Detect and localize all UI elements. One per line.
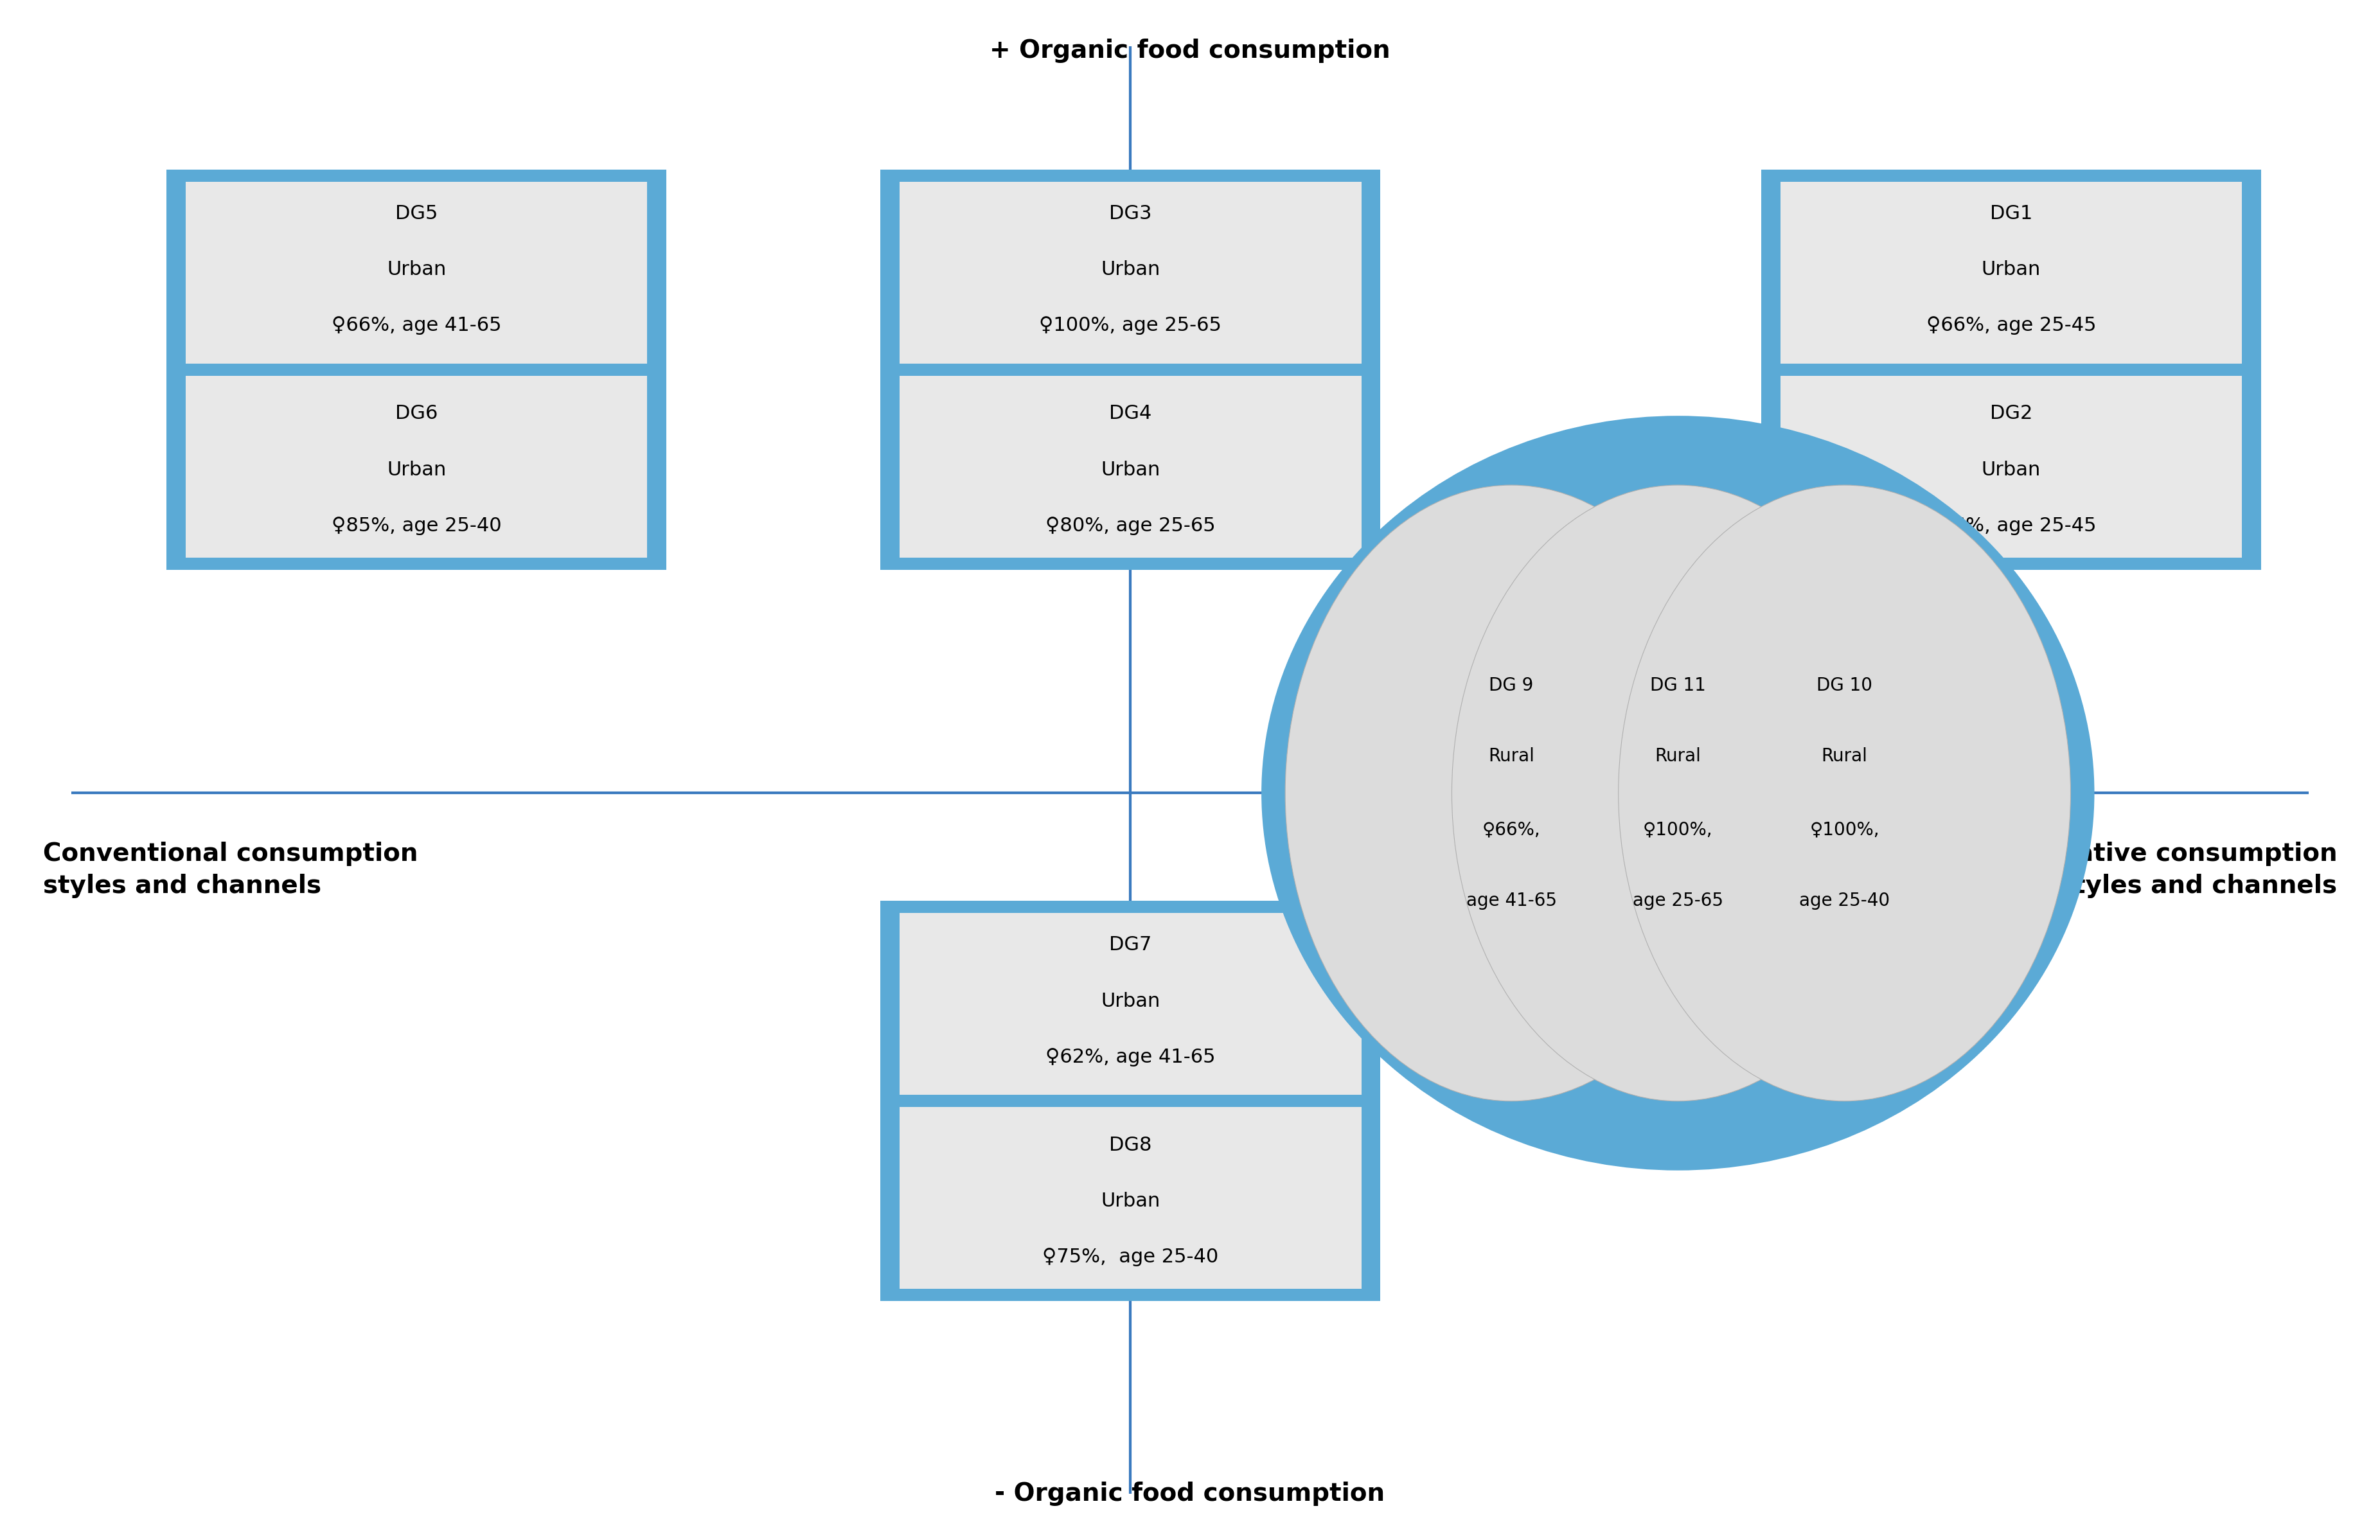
Text: ♀66%,: ♀66%, [1483, 821, 1540, 839]
FancyBboxPatch shape [1780, 376, 2242, 557]
Text: Urban: Urban [1102, 460, 1159, 479]
Text: ♀85%, age 25-40: ♀85%, age 25-40 [331, 516, 502, 534]
Text: DG5: DG5 [395, 205, 438, 223]
FancyBboxPatch shape [900, 913, 1361, 1095]
Text: Rural: Rural [1821, 747, 1868, 765]
FancyBboxPatch shape [1780, 182, 2242, 363]
Text: DG8: DG8 [1109, 1137, 1152, 1155]
Text: + Organic food consumption: + Organic food consumption [990, 38, 1390, 63]
Text: ♀66%, age 41-65: ♀66%, age 41-65 [331, 316, 502, 334]
Text: DG3: DG3 [1109, 205, 1152, 223]
Text: Urban: Urban [1983, 260, 2040, 279]
Text: ♀100%,: ♀100%, [1642, 821, 1714, 839]
Text: Urban: Urban [388, 460, 445, 479]
Text: ♀66%, age 25-45: ♀66%, age 25-45 [1925, 316, 2097, 334]
Text: Urban: Urban [1102, 260, 1159, 279]
Text: ♀75%,  age 25-40: ♀75%, age 25-40 [1042, 1247, 1219, 1266]
Text: DG7: DG7 [1109, 936, 1152, 955]
FancyBboxPatch shape [186, 376, 647, 557]
FancyBboxPatch shape [167, 169, 666, 570]
Text: - Organic food consumption: - Organic food consumption [995, 1481, 1385, 1506]
Text: ♀66%, age 25-45: ♀66%, age 25-45 [1925, 516, 2097, 534]
Text: DG1: DG1 [1990, 205, 2033, 223]
Text: age 41-65: age 41-65 [1466, 892, 1557, 910]
Text: DG 10: DG 10 [1816, 676, 1873, 695]
Text: Conventional consumption
styles and channels: Conventional consumption styles and chan… [43, 842, 419, 898]
Text: Rural: Rural [1654, 747, 1702, 765]
Text: ♀100%, age 25-65: ♀100%, age 25-65 [1040, 316, 1221, 334]
FancyBboxPatch shape [900, 1107, 1361, 1289]
Text: DG4: DG4 [1109, 405, 1152, 424]
Text: Urban: Urban [1983, 460, 2040, 479]
Text: age 25-40: age 25-40 [1799, 892, 1890, 910]
Text: ♀100%,: ♀100%, [1809, 821, 1880, 839]
Ellipse shape [1452, 485, 1904, 1101]
FancyBboxPatch shape [186, 182, 647, 363]
Ellipse shape [1618, 485, 2071, 1101]
FancyBboxPatch shape [881, 901, 1380, 1301]
Text: DG 9: DG 9 [1490, 676, 1533, 695]
Text: Urban: Urban [1102, 992, 1159, 1010]
Text: Rural: Rural [1487, 747, 1535, 765]
Text: Urban: Urban [1102, 1192, 1159, 1210]
Text: DG6: DG6 [395, 405, 438, 424]
Text: Urban: Urban [388, 260, 445, 279]
Text: ♀62%, age 41-65: ♀62%, age 41-65 [1045, 1047, 1216, 1066]
FancyBboxPatch shape [1761, 169, 2261, 570]
Ellipse shape [1261, 416, 2094, 1170]
Text: Alternative consumption
styles and channels: Alternative consumption styles and chann… [1990, 842, 2337, 898]
Text: DG 11: DG 11 [1649, 676, 1706, 695]
FancyBboxPatch shape [881, 169, 1380, 570]
Ellipse shape [1285, 485, 1737, 1101]
FancyBboxPatch shape [900, 376, 1361, 557]
Text: age 25-65: age 25-65 [1633, 892, 1723, 910]
Text: DG2: DG2 [1990, 405, 2033, 424]
Text: ♀80%, age 25-65: ♀80%, age 25-65 [1045, 516, 1216, 534]
FancyBboxPatch shape [900, 182, 1361, 363]
